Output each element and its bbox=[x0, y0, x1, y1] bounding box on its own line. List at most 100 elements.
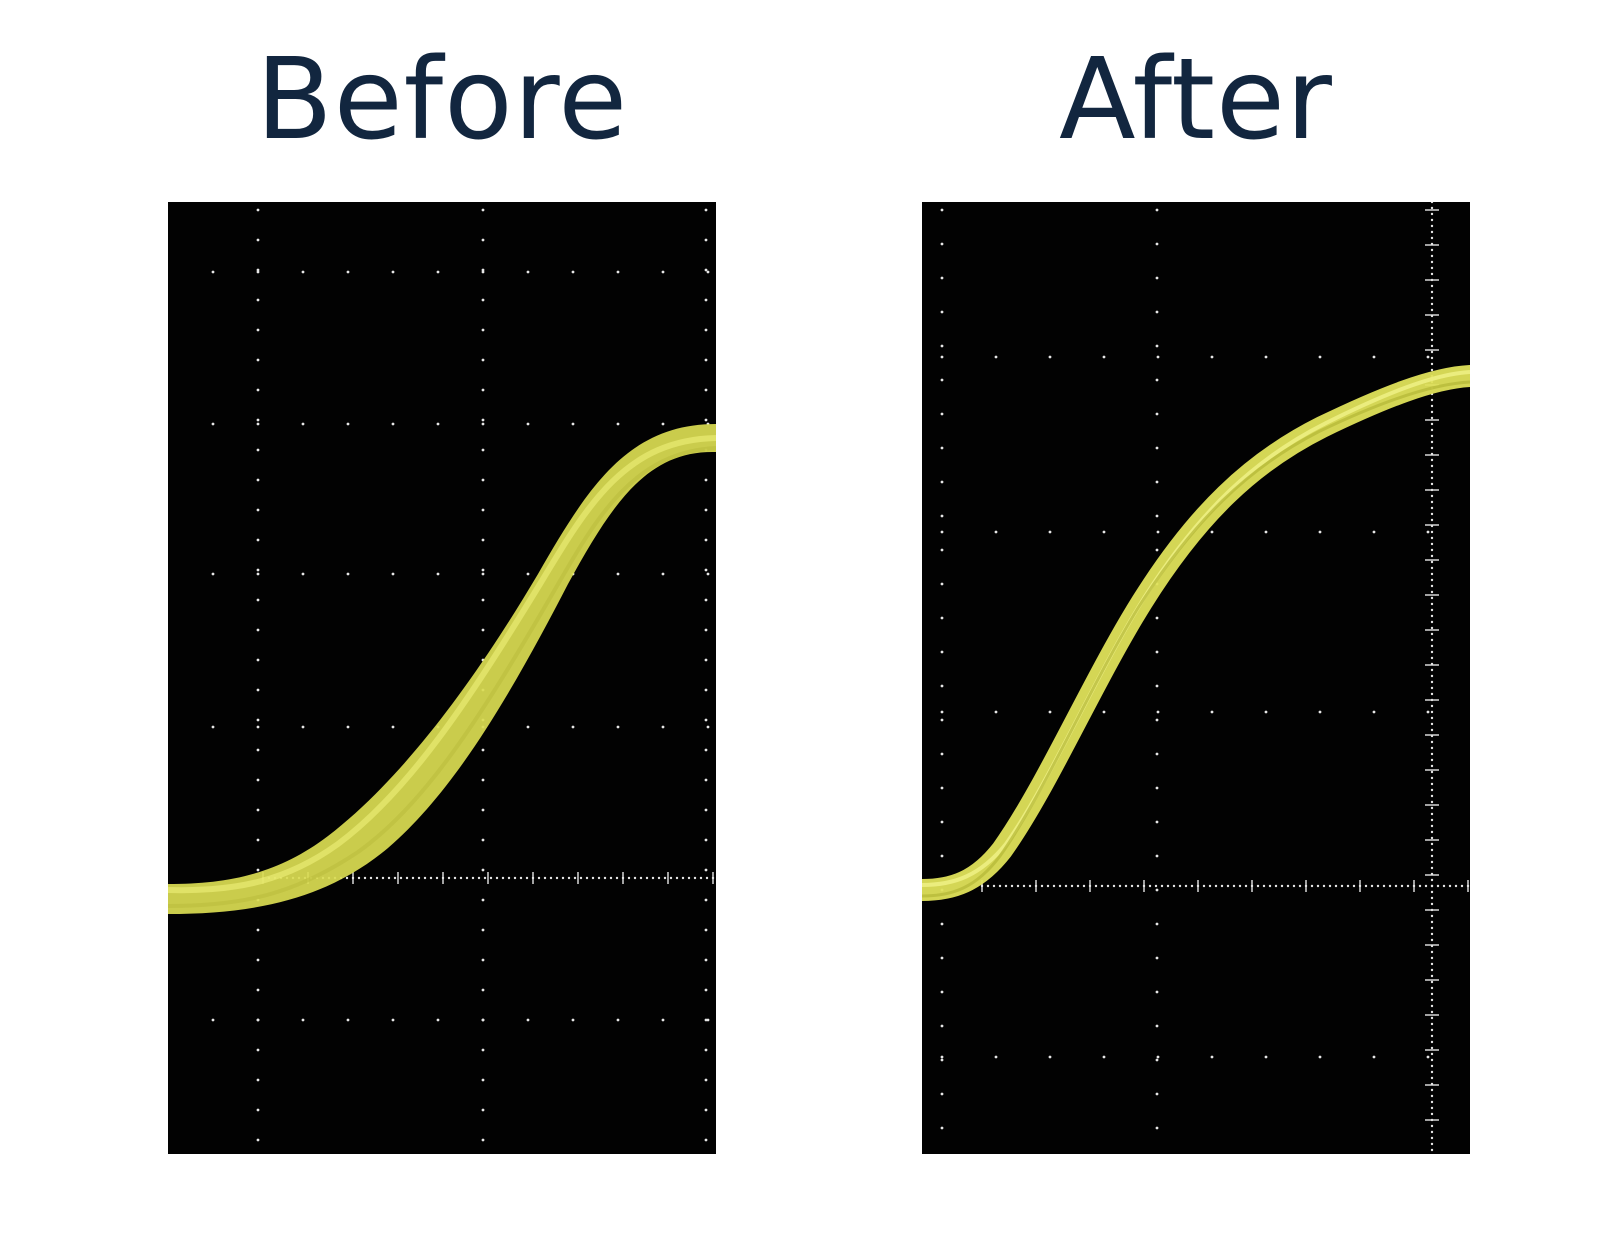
graticule-dot bbox=[940, 1092, 944, 1096]
center-axis-dot bbox=[1184, 884, 1188, 888]
center-axis-dot bbox=[681, 876, 685, 880]
center-axis-dot bbox=[1154, 884, 1158, 888]
graticule-dot bbox=[346, 725, 350, 729]
center-axis-dot bbox=[1418, 884, 1422, 888]
vertical-axis-dot bbox=[1430, 296, 1434, 300]
center-axis-dot bbox=[591, 876, 595, 880]
graticule-dot bbox=[526, 270, 530, 274]
vertical-axis-dot bbox=[1430, 668, 1434, 672]
graticule-dot bbox=[211, 270, 215, 274]
graticule-dot bbox=[571, 1018, 575, 1022]
vertical-axis-dot bbox=[1430, 656, 1434, 660]
center-axis-dot bbox=[1076, 884, 1080, 888]
center-axis-dot bbox=[513, 876, 517, 880]
graticule-dot bbox=[481, 388, 485, 392]
vertical-axis-dot bbox=[1430, 626, 1434, 630]
center-axis-dot bbox=[645, 876, 649, 880]
center-axis-dot bbox=[693, 876, 697, 880]
center-axis-dot bbox=[357, 876, 361, 880]
vertical-axis-dot bbox=[1430, 464, 1434, 468]
graticule-dot bbox=[481, 422, 485, 426]
vertical-axis-dot bbox=[1430, 980, 1434, 984]
vertical-axis-dot bbox=[1430, 836, 1434, 840]
center-axis-dot bbox=[1100, 884, 1104, 888]
graticule-dot bbox=[1372, 710, 1376, 714]
vertical-axis-dot bbox=[1430, 368, 1434, 372]
graticule-dot bbox=[704, 688, 708, 692]
graticule-dot bbox=[1426, 355, 1430, 359]
graticule-dot bbox=[1156, 1055, 1160, 1059]
graticule-dot bbox=[1155, 344, 1159, 348]
graticule-dot bbox=[256, 725, 260, 729]
before-trace-edge bbox=[168, 446, 716, 908]
graticule-dot bbox=[1155, 548, 1159, 552]
center-axis-dot bbox=[1178, 884, 1182, 888]
vertical-axis-dot bbox=[1430, 620, 1434, 624]
center-axis-dot bbox=[1130, 884, 1134, 888]
vertical-axis-dot bbox=[1430, 794, 1434, 798]
graticule-dot bbox=[481, 838, 485, 842]
graticule-dot bbox=[301, 270, 305, 274]
vertical-axis-dot bbox=[1430, 1130, 1434, 1134]
graticule-dot bbox=[256, 1138, 260, 1142]
vertical-axis-dot bbox=[1430, 350, 1434, 354]
vertical-axis-dot bbox=[1430, 1064, 1434, 1068]
vertical-axis-dot bbox=[1430, 704, 1434, 708]
graticule-dot bbox=[940, 854, 944, 858]
vertical-axis-dot bbox=[1430, 920, 1434, 924]
graticule-dot bbox=[1155, 1092, 1159, 1096]
graticule-dot bbox=[481, 1138, 485, 1142]
center-axis-dot bbox=[477, 876, 481, 880]
center-axis-dot bbox=[1436, 884, 1440, 888]
center-axis-dot bbox=[519, 876, 523, 880]
vertical-axis-dot bbox=[1430, 494, 1434, 498]
graticule-dot bbox=[526, 725, 530, 729]
center-axis-dot bbox=[561, 876, 565, 880]
vertical-axis-dot bbox=[1430, 482, 1434, 486]
vertical-axis-dot bbox=[1430, 716, 1434, 720]
center-axis-dot bbox=[1064, 884, 1068, 888]
vertical-axis-dot bbox=[1430, 614, 1434, 618]
vertical-axis-dot bbox=[1430, 764, 1434, 768]
graticule-dot bbox=[256, 538, 260, 542]
vertical-axis-dot bbox=[1430, 824, 1434, 828]
graticule-dot bbox=[940, 956, 944, 960]
center-axis-dot bbox=[1406, 884, 1410, 888]
center-axis-dot bbox=[573, 876, 577, 880]
center-axis-dot bbox=[1352, 884, 1356, 888]
graticule-dot bbox=[704, 1078, 708, 1082]
after-trace-edge bbox=[922, 380, 1470, 898]
graticule-dot bbox=[481, 328, 485, 332]
graticule-dot bbox=[706, 725, 710, 729]
vertical-axis-dot bbox=[1430, 776, 1434, 780]
vertical-axis-dot bbox=[1430, 722, 1434, 726]
graticule-dot bbox=[256, 358, 260, 362]
center-axis-dot bbox=[1202, 884, 1206, 888]
vertical-axis-dot bbox=[1430, 446, 1434, 450]
graticule-dot bbox=[1155, 242, 1159, 246]
vertical-axis-dot bbox=[1430, 1046, 1434, 1050]
graticule-dot bbox=[706, 572, 710, 576]
graticule-dot bbox=[346, 270, 350, 274]
graticule-dot bbox=[1155, 888, 1159, 892]
graticule-dot bbox=[704, 238, 708, 242]
vertical-axis-dot bbox=[1430, 206, 1434, 210]
graticule-dot bbox=[940, 1126, 944, 1130]
vertical-axis-dot bbox=[1430, 1094, 1434, 1098]
center-axis-dot bbox=[549, 876, 553, 880]
center-axis-dot bbox=[345, 876, 349, 880]
center-axis-dot bbox=[1376, 884, 1380, 888]
graticule-dot bbox=[704, 1138, 708, 1142]
graticule-dot bbox=[940, 514, 944, 518]
center-axis-dot bbox=[447, 876, 451, 880]
graticule-dot bbox=[940, 718, 944, 722]
center-axis-dot bbox=[1070, 884, 1074, 888]
center-axis-dot bbox=[369, 876, 373, 880]
vertical-axis-dot bbox=[1430, 224, 1434, 228]
graticule-dot bbox=[256, 1048, 260, 1052]
vertical-axis-dot bbox=[1430, 440, 1434, 444]
graticule-dot bbox=[704, 268, 708, 272]
center-axis-dot bbox=[1364, 884, 1368, 888]
graticule-dot bbox=[256, 1018, 260, 1022]
vertical-axis-dot bbox=[1430, 788, 1434, 792]
